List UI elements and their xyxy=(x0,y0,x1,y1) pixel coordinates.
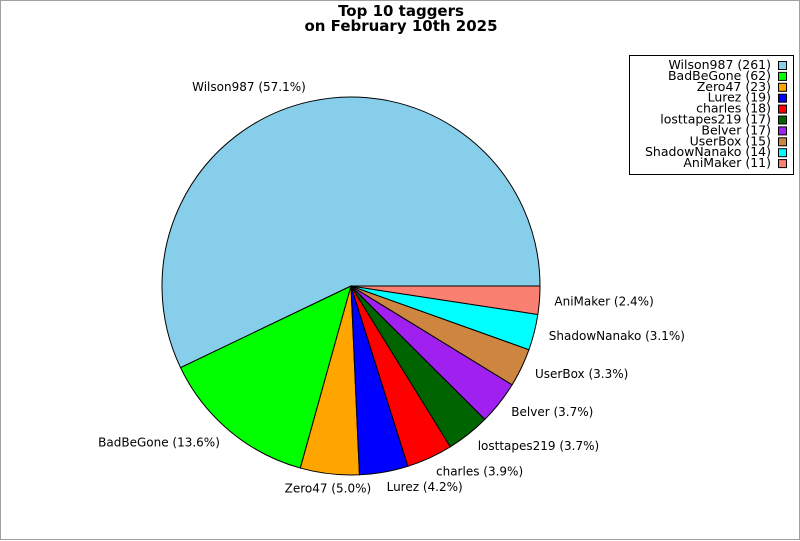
legend-label-belver: Belver (17) xyxy=(701,122,771,137)
slice-label-userbox: UserBox (3.3%) xyxy=(535,367,628,381)
slice-label-badbegone: BadBeGone (13.6%) xyxy=(98,435,220,449)
legend-label-losttapes219: losttapes219 (17) xyxy=(660,112,771,127)
legend-label-userbox: UserBox (15) xyxy=(690,133,771,148)
legend-label-zero47: Zero47 (23) xyxy=(697,79,771,94)
pie-slice-badbegone xyxy=(179,285,352,469)
legend-swatch-userbox xyxy=(778,137,787,147)
legend-items: Wilson987 (261)BadBeGone (62)Zero47 (23)… xyxy=(645,57,787,170)
slice-label-losttapes219: losttapes219 (3.7%) xyxy=(478,439,600,453)
slice-label-zero47: Zero47 (5.0%) xyxy=(285,482,372,496)
slice-label-charles: charles (3.9%) xyxy=(436,465,523,479)
slice-label-wilson987: Wilson987 (57.1%) xyxy=(192,80,306,94)
legend-swatch-lurez xyxy=(778,93,787,103)
slice-label-animaker: AniMaker (2.4%) xyxy=(554,294,653,308)
legend-label-badbegone: BadBeGone (62) xyxy=(668,68,771,83)
legend-label-charles: charles (18) xyxy=(696,101,771,116)
legend-swatch-charles xyxy=(778,104,787,114)
slice-label-belver: Belver (3.7%) xyxy=(511,405,593,419)
legend-swatch-wilson987 xyxy=(778,61,787,70)
legend-swatch-badbegone xyxy=(778,71,787,81)
legend-swatch-zero47 xyxy=(778,82,787,92)
legend-label-shadownanako: ShadowNanako (14) xyxy=(645,144,771,159)
pie-slices xyxy=(161,96,541,476)
slice-label-shadownanako: ShadowNanako (3.1%) xyxy=(549,329,685,343)
legend-swatch-belver xyxy=(778,126,787,136)
legend-label-wilson987: Wilson987 (261) xyxy=(668,57,771,72)
legend: Wilson987 (261)BadBeGone (62)Zero47 (23)… xyxy=(629,55,794,175)
slice-labels: Wilson987 (57.1%) BadBeGone (13.6%) Zero47… xyxy=(98,80,685,496)
legend-swatch-shadownanako xyxy=(778,148,787,158)
legend-label-animaker: AniMaker (11) xyxy=(683,155,771,170)
pie-slice-animaker xyxy=(350,285,541,316)
legend-label-lurez: Lurez (19) xyxy=(708,90,771,105)
chart-title-line-2: on February 10th 2025 xyxy=(304,17,497,35)
slice-label-lurez: Lurez (4.2%) xyxy=(387,480,463,494)
pie-slice-wilson987 xyxy=(161,96,541,369)
legend-box xyxy=(629,55,794,175)
chart-title-line-1: Top 10 taggers xyxy=(338,2,464,20)
legend-swatch-animaker xyxy=(778,159,787,169)
legend-swatch-losttapes219 xyxy=(778,115,787,125)
